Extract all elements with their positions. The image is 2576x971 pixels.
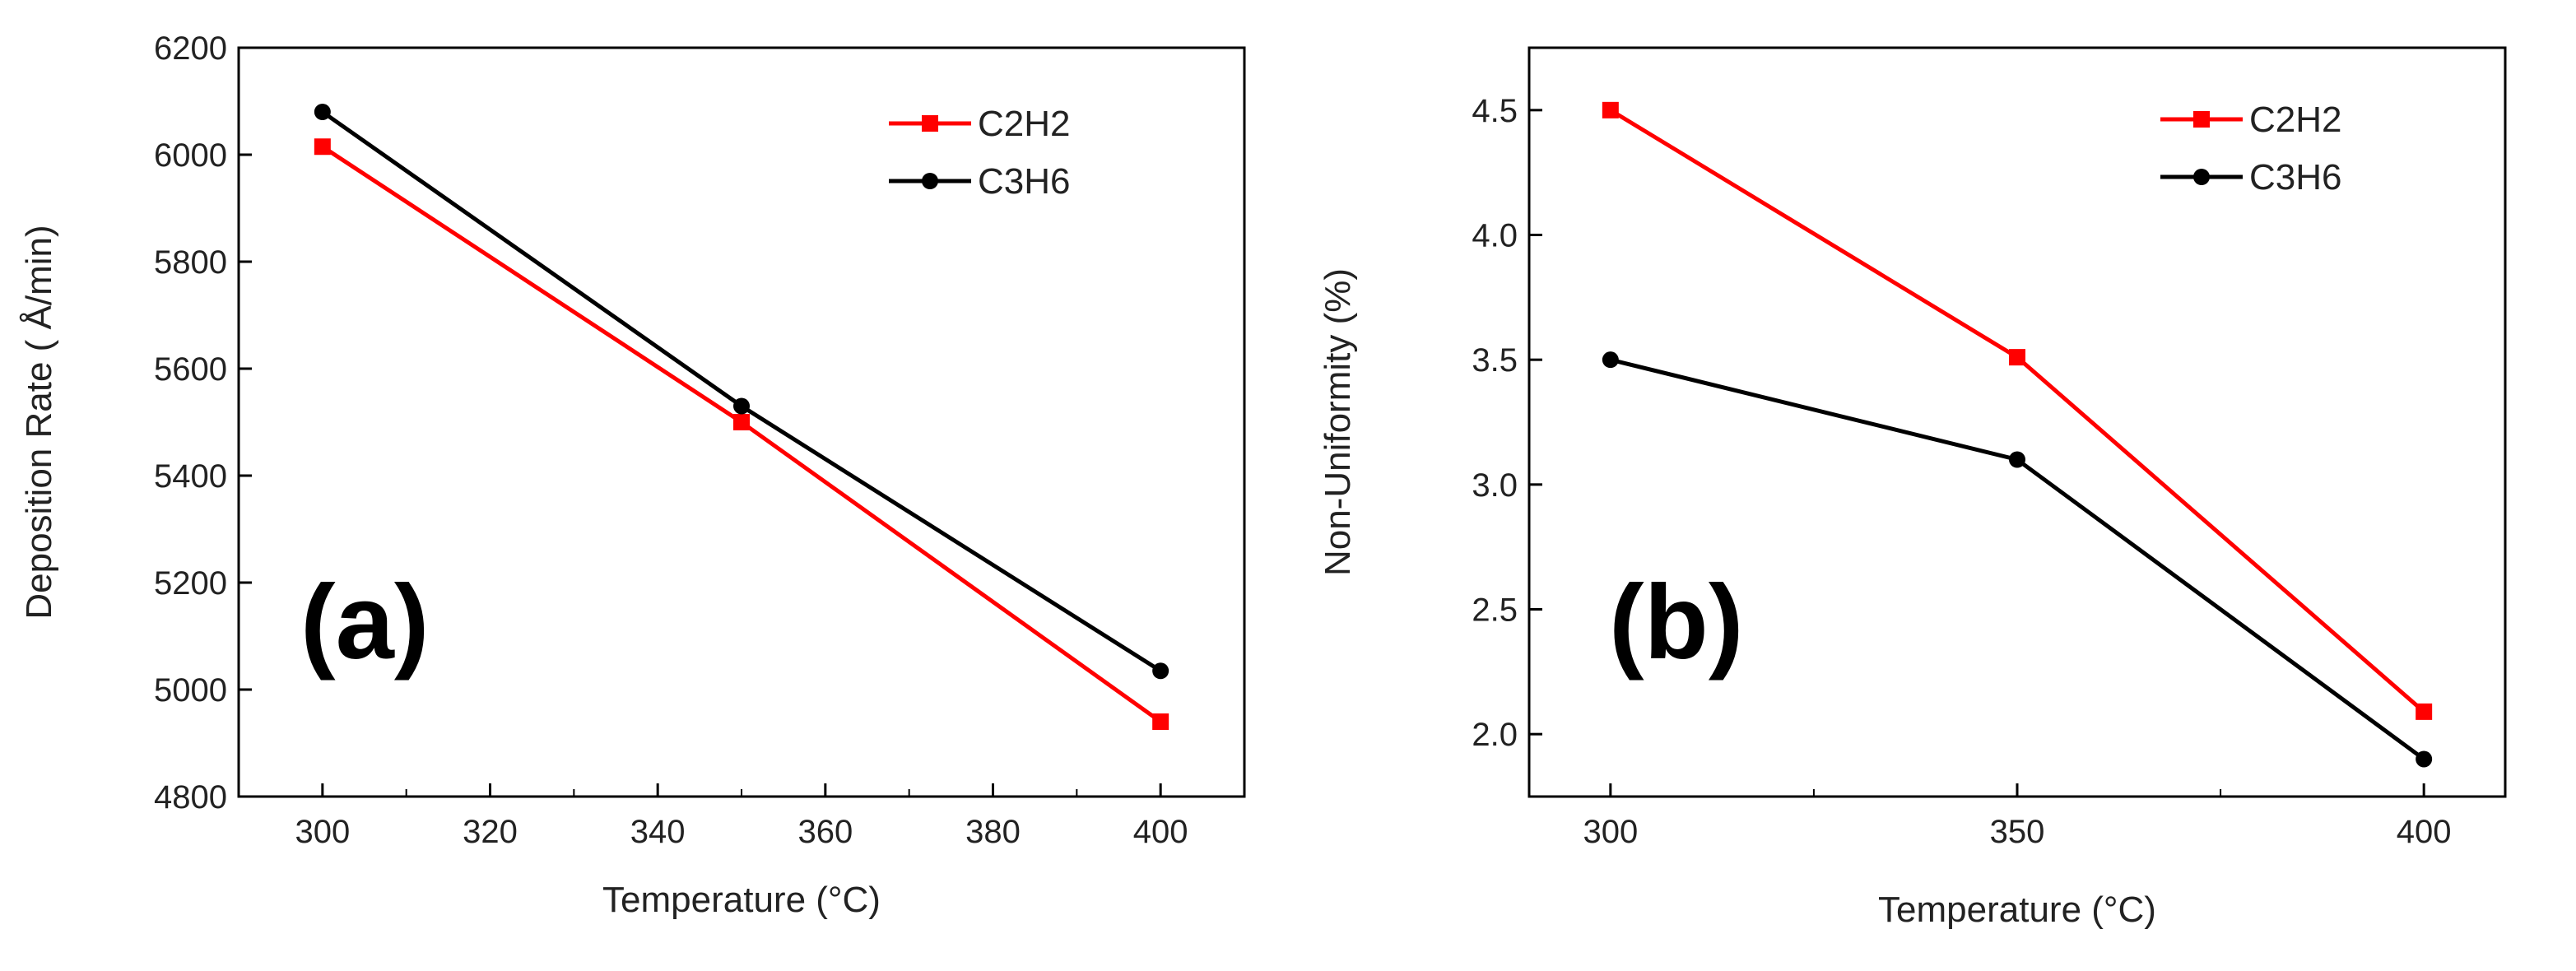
y-tick-label: 6200 (154, 30, 227, 67)
y-tick-label: 5600 (154, 351, 227, 388)
data-point-c3h6 (1602, 351, 1619, 369)
y-tick-label: 2.5 (1472, 592, 1518, 629)
legend-marker-c2h2 (922, 115, 938, 132)
legend-marker-c2h2 (2193, 111, 2210, 128)
legend-label-c3h6: C3H6 (978, 161, 1071, 202)
data-point-c3h6 (314, 104, 331, 120)
x-tick-label: 320 (463, 814, 518, 850)
x-tick-label: 340 (630, 814, 686, 850)
y-tick-label: 4.5 (1472, 93, 1518, 129)
data-point-c3h6 (733, 397, 750, 415)
legend-label-c3h6: C3H6 (2249, 157, 2342, 197)
y-tick-label: 5200 (154, 565, 227, 602)
y-tick-label: 3.0 (1472, 467, 1518, 504)
data-point-c3h6 (1152, 662, 1169, 680)
legend-label-c2h2: C2H2 (978, 104, 1071, 144)
x-tick-label: 350 (1990, 814, 2045, 850)
y-tick-label: 4800 (154, 779, 227, 815)
data-point-c2h2 (314, 138, 331, 156)
data-point-c3h6 (2416, 750, 2433, 768)
series-line-c3h6 (1610, 357, 2425, 761)
x-tick-label: 360 (797, 814, 853, 850)
chart-panel-a: 4800 5000 5200 5400 5600 5800 6000 6200 300 320 34… (19, 30, 1246, 920)
y-axis-title: Non-Uniformity (%) (1318, 268, 1358, 576)
x-tick-label: 300 (295, 814, 350, 850)
plot-frame (1527, 46, 2507, 798)
x-axis-title: Temperature (°C) (602, 880, 881, 920)
x-tick-label: 400 (2397, 814, 2452, 850)
panel-label: (b) (1609, 564, 1743, 681)
y-tick-label: 4.0 (1472, 218, 1518, 254)
x-tick-label: 380 (965, 814, 1021, 850)
x-axis-title: Temperature (°C) (1878, 890, 2156, 930)
chart-panel-b: 2.0 2.5 3.0 3.5 4.0 4.5 300 350 400 Temperature (… (1318, 46, 2507, 930)
legend-marker-c3h6 (2193, 169, 2210, 185)
data-point-c2h2 (2416, 703, 2433, 720)
y-axis-title: Deposition Rate ( Å/min) (19, 225, 59, 619)
legend-marker-c3h6 (922, 173, 938, 189)
data-point-c3h6 (2009, 451, 2025, 468)
y-tick-label: 5400 (154, 458, 227, 495)
legend-label-c2h2: C2H2 (2249, 100, 2342, 140)
panel-label: (a) (300, 564, 429, 681)
y-tick-label: 5000 (154, 672, 227, 709)
data-point-c2h2 (733, 414, 750, 430)
data-point-c2h2 (1602, 101, 1619, 118)
data-point-c2h2 (2009, 349, 2025, 366)
series-line-c2h2 (321, 145, 1162, 724)
y-tick-label: 2.0 (1472, 717, 1518, 753)
data-point-c2h2 (1152, 713, 1169, 730)
y-tick-label: 5800 (154, 244, 227, 281)
y-tick-label: 6000 (154, 137, 227, 174)
x-tick-label: 300 (1583, 814, 1638, 850)
y-tick-label: 3.5 (1472, 342, 1518, 379)
x-tick-label: 400 (1133, 814, 1188, 850)
